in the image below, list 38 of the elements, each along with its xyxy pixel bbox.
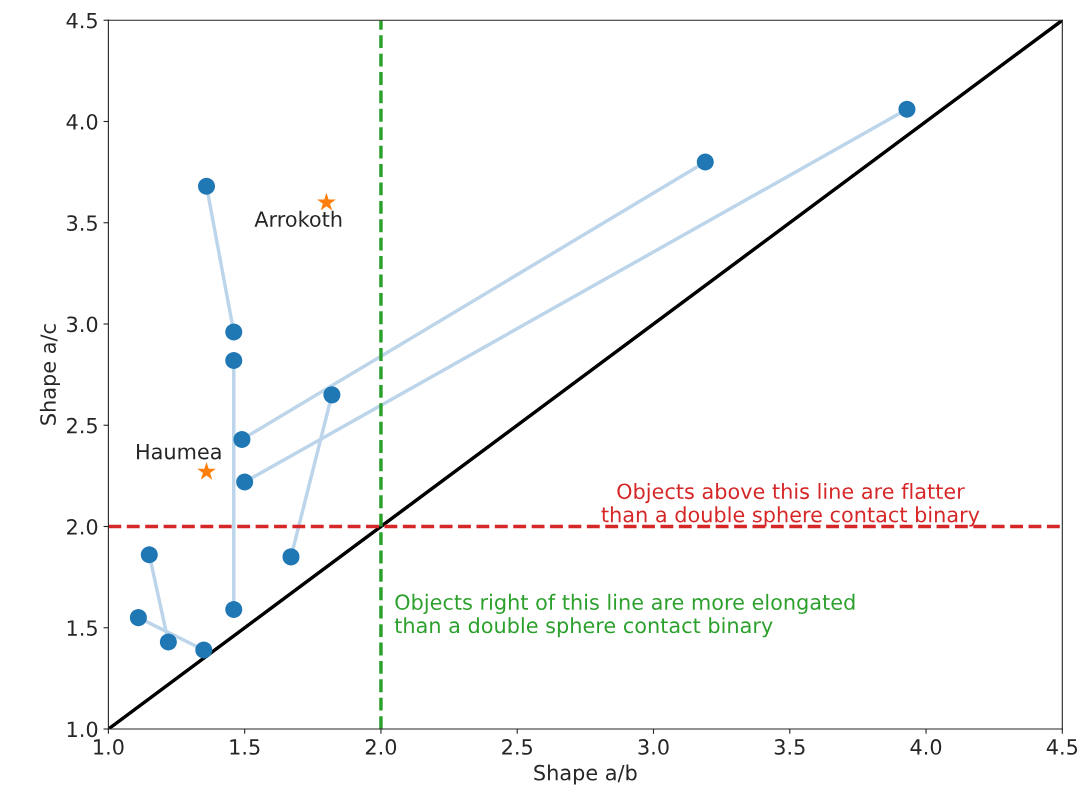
x-tick-label: 4.0 <box>910 739 942 755</box>
x-tick-label: 3.5 <box>774 739 805 755</box>
y-tick-label: 4.0 <box>66 113 98 130</box>
ref-line-label: Objects above this line are flatter than a double sphere contact binary <box>601 483 980 527</box>
annotation: Arrokoth <box>254 210 342 227</box>
y-tick-label: 1.0 <box>67 721 98 738</box>
x-axis-title: Shape a/b <box>534 764 637 785</box>
ref-line-label: Objects right of this line are more elongated than a double sphere contact binary <box>394 593 855 638</box>
y-tick-label: 2.0 <box>67 518 98 535</box>
y-axis-title: Shape a/c <box>39 324 60 425</box>
point <box>198 177 216 195</box>
point <box>225 323 243 341</box>
annotation: Haumea <box>137 443 221 460</box>
x-tick-label: 1.5 <box>230 739 260 755</box>
x-tick-label: 3.0 <box>638 739 669 755</box>
point <box>323 386 341 404</box>
point <box>159 633 177 651</box>
x-tick-label: 2.5 <box>502 739 532 755</box>
point <box>282 548 300 566</box>
point <box>233 430 251 448</box>
y-tick-label: 4.5 <box>66 12 97 29</box>
x-tick-label: 1.0 <box>94 739 124 755</box>
y-tick-label: 1.5 <box>67 620 97 636</box>
y-tick-label: 2.5 <box>67 417 97 434</box>
point <box>696 153 714 171</box>
point <box>898 100 916 118</box>
point <box>225 351 243 369</box>
point <box>236 473 254 491</box>
point <box>129 609 147 627</box>
x-tick-label: 2.0 <box>365 739 397 755</box>
point <box>195 641 213 659</box>
point <box>197 462 216 480</box>
x-tick-label: 4.5 <box>1046 739 1078 755</box>
y-tick-label: 3.5 <box>67 215 97 231</box>
y-tick-label: 3.0 <box>67 316 98 333</box>
point <box>317 192 336 211</box>
point <box>140 546 158 564</box>
point <box>225 601 243 619</box>
